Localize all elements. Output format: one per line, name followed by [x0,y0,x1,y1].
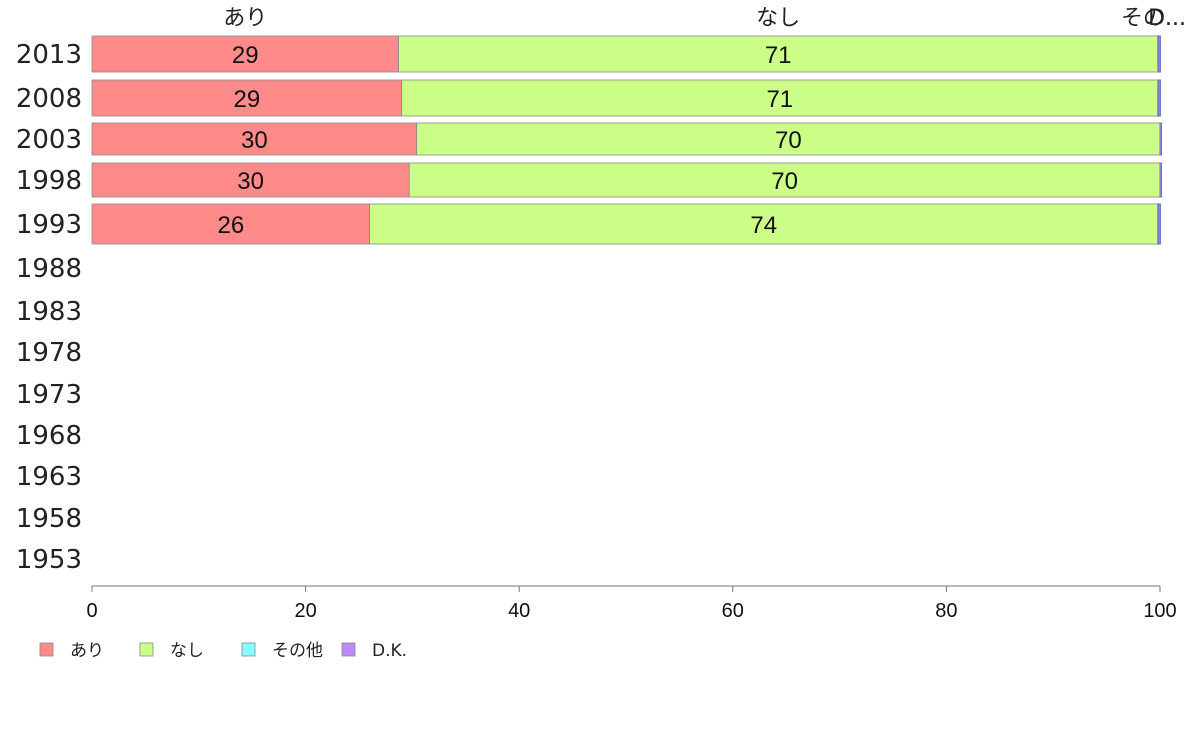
y-tick-label: 1973 [16,380,82,410]
legend-label: D.K. [372,641,407,661]
x-tick-label: 0 [86,600,97,622]
legend-label: なし [170,641,204,661]
bar-segment [369,203,1159,245]
data-label: 26 [217,212,244,239]
y-tick-label: 1993 [16,210,82,240]
top-series-label: あり [223,6,267,31]
y-tick-label: 1983 [16,297,82,327]
y-tick-label: 2013 [16,40,82,70]
bar-segment [1158,203,1161,245]
bar-segment [416,122,1161,156]
data-label: 29 [232,42,259,69]
bar-segment [408,162,1161,198]
y-tick-label: 1968 [16,421,82,451]
data-label: 30 [241,127,268,154]
data-label: 70 [771,168,798,195]
data-label: 71 [765,42,792,69]
bar-segment [1158,79,1161,117]
data-label: 70 [775,127,802,154]
legend: あり なし その他 D.K. [39,641,407,661]
y-tick-label: 1988 [16,254,82,284]
top-series-labels: あり なし その...D... [223,6,1186,31]
bar-segment [91,79,403,117]
x-tick-label: 80 [935,600,957,622]
y-axis: 2013 2008 2003 1998 1993 1988 1983 1978 1973 1968… [16,40,82,575]
y-tick-label: 2003 [16,125,82,155]
bar-segment [1159,122,1162,156]
y-tick-label: 1978 [16,338,82,368]
legend-swatch [39,642,54,657]
data-label: 71 [766,86,793,113]
x-tick-label: 40 [508,600,530,622]
bars-group: 29 71 29 71 30 70 30 70 26 74 [91,35,1162,245]
bar-segment [401,79,1159,117]
y-tick-label: 1963 [16,462,82,492]
bar-segment [1159,162,1162,198]
data-label: 30 [237,168,264,195]
data-label: 29 [234,86,261,113]
bar-segment [91,203,371,245]
legend-swatch [241,642,256,657]
top-series-label: D... [1148,6,1186,31]
legend-swatch [341,642,356,657]
top-series-label: なし [756,6,800,31]
y-tick-label: 1998 [16,166,82,196]
y-tick-label: 1958 [16,504,82,534]
legend-label: その他 [272,641,323,661]
x-tick-label: 100 [1143,600,1176,622]
bar-segment [91,122,418,156]
y-tick-label: 2008 [16,84,82,114]
x-axis: 0 20 40 60 80 100 [86,585,1177,622]
bar-segment [1158,35,1161,73]
y-tick-label: 1953 [16,545,82,575]
bar-segment [91,162,410,198]
bar-segment [398,35,1159,73]
x-tick-label: 20 [294,600,316,622]
x-tick-label: 60 [722,600,744,622]
data-label: 74 [750,212,777,239]
bar-segment [91,35,399,73]
legend-label: あり [70,641,104,661]
legend-swatch [139,642,154,657]
top-series-label: その... [1121,6,1186,31]
